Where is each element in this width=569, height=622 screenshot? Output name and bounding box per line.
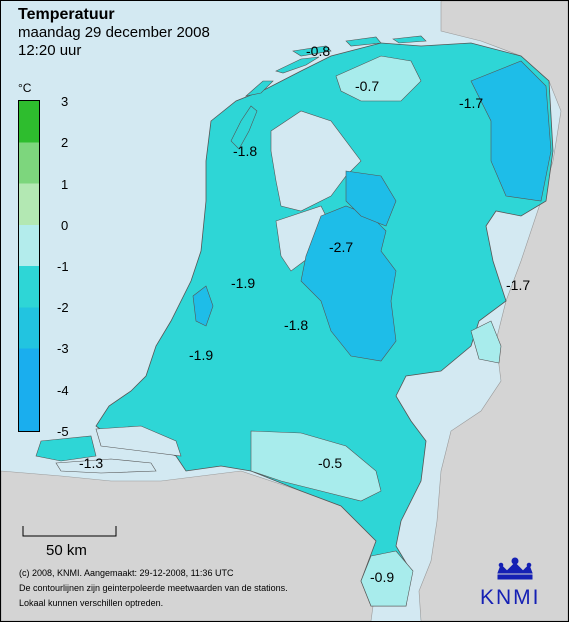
zeeland-water [95, 425, 182, 457]
legend-bar [18, 100, 40, 432]
noordoostpolder-cold-region [345, 170, 397, 227]
legend-tick-minus4: -4 [57, 383, 69, 398]
footer-note-1: De contourlijnen zijn geinterpoleerde me… [19, 583, 288, 593]
map-title: Temperatuur [18, 6, 115, 23]
legend-tick-3: 3 [61, 94, 69, 109]
legend-tick-2: 2 [61, 135, 69, 150]
legend-tick-minus2: -2 [57, 300, 69, 315]
legend-tick-minus1: -1 [57, 259, 69, 274]
scale-bar [22, 526, 117, 537]
footer-copyright: (c) 2008, KNMI. Aangemaakt: 29-12-2008, … [19, 568, 234, 578]
temp-value-east: -1.7 [506, 277, 531, 293]
vlieland-island [244, 80, 274, 97]
temp-value-south-holland: -1.9 [189, 347, 214, 363]
terschelling-island [275, 56, 320, 74]
temp-value-ameland: -0.8 [306, 43, 331, 59]
netherlands-land [95, 42, 554, 607]
legend-tick-minus3: -3 [57, 341, 69, 356]
texel-island [230, 105, 258, 150]
rottumeroog-island [392, 35, 427, 44]
southlimburg-mild-region [360, 550, 414, 607]
footer-note-2: Lokaal kunnen verschillen optreden. [19, 598, 164, 608]
east-mild-patch [470, 320, 502, 364]
legend-tick-minus5: -5 [57, 424, 69, 439]
ameland-island [292, 45, 332, 57]
temp-value-northeast: -1.7 [459, 95, 484, 111]
zeeland-island [35, 435, 97, 462]
zeeland-water-2 [55, 458, 157, 474]
map-time: 12:20 uur [18, 42, 82, 59]
scale-label: 50 km [46, 542, 87, 559]
knmi-logo-text: KNMI [480, 586, 541, 609]
temp-value-south-limburg: -0.9 [370, 569, 395, 585]
map-date: maandag 29 december 2008 [18, 24, 210, 41]
temp-value-groningen: -0.7 [355, 78, 380, 94]
temp-value-north-holland: -1.9 [231, 275, 256, 291]
temp-value-zeeland: -1.3 [79, 455, 104, 471]
west-cold-patch [192, 285, 214, 327]
legend-tick-0: 0 [61, 218, 69, 233]
schiermonnikoog-island [345, 36, 382, 47]
limburg-mild-region [250, 430, 382, 502]
legend-tick-1: 1 [61, 177, 69, 192]
northeast-cold-region [470, 60, 552, 202]
knmi-crown-icon [497, 557, 533, 580]
temp-value-limburg: -0.5 [318, 455, 343, 471]
belgium-land [1, 470, 382, 621]
ijsselmeer-water [270, 110, 362, 212]
temp-value-utrecht: -1.8 [284, 317, 309, 333]
groningen-mild-region [335, 55, 422, 102]
temp-value-texel: -1.8 [233, 143, 258, 159]
legend-unit: °C [18, 81, 32, 95]
temp-value-flevoland: -2.7 [329, 239, 354, 255]
